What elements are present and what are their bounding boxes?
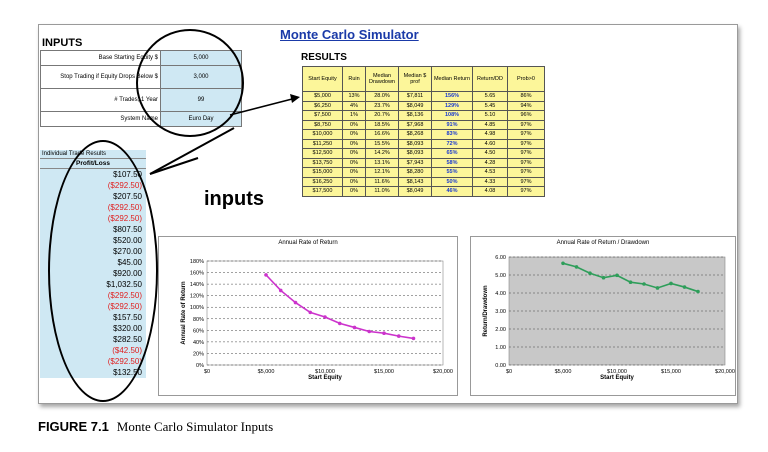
data-point — [561, 261, 565, 266]
results-col-header: Ruin — [342, 66, 366, 92]
data-point — [411, 336, 416, 341]
data-point — [669, 281, 673, 286]
x-tick-label: $5,000 — [555, 369, 572, 375]
input-label-system: System Name — [40, 111, 161, 127]
data-point — [382, 331, 386, 336]
y-tick-label: 60% — [193, 328, 204, 334]
x-tick-label: $10,000 — [607, 369, 627, 375]
y-tick-label: 120% — [190, 294, 204, 300]
caption-label: FIGURE 7.1 — [38, 419, 109, 434]
results-row: $11,250 0% 15.5% $8,093 72% 4.60 97% — [302, 138, 545, 149]
x-tick-label: $15,000 — [661, 369, 681, 375]
annotation-label: inputs — [204, 188, 264, 210]
data-point — [615, 273, 619, 278]
annotation-arrowhead — [290, 94, 300, 103]
data-point — [682, 285, 687, 289]
ret-dd-chart: 0.00 1.00 2.00 3.00 4.00 5.00 6.00 $0 $5,000 $10,… — [483, 255, 735, 381]
y-tick-label: 0.00 — [495, 363, 506, 369]
data-point — [293, 300, 298, 305]
y-tick-label: 80% — [193, 317, 204, 323]
data-point — [352, 325, 357, 330]
annotation-arrow-line — [229, 97, 297, 116]
y-tick-label: 2.00 — [495, 327, 506, 333]
y-tick-label: 1.00 — [495, 345, 506, 351]
y-tick-label: 0% — [196, 363, 204, 369]
data-point — [588, 271, 592, 275]
annotation-circle-inputs — [136, 29, 244, 137]
y-tick-label: 5.00 — [495, 273, 506, 279]
results-col-header: Return/DD — [472, 66, 508, 92]
results-row: $5,000 13% 28.0% $7,811 156% 5.65 86% — [302, 91, 545, 102]
figure-caption: FIGURE 7.1 Monte Carlo Simulator Inputs — [38, 419, 273, 435]
y-tick-label: 40% — [193, 340, 204, 346]
data-point — [308, 310, 313, 315]
y-tick-label: 3.00 — [495, 309, 506, 315]
data-point — [628, 280, 633, 284]
data-point — [264, 273, 268, 277]
y-tick-label: 140% — [190, 282, 204, 288]
data-point — [601, 275, 606, 280]
annotation-ellipse-trades — [48, 140, 158, 402]
caption-text: Monte Carlo Simulator Inputs — [116, 419, 274, 434]
data-point — [655, 286, 660, 290]
annotation-pointer-line — [149, 127, 235, 175]
y-axis-label: Annual Rate of Return — [181, 281, 187, 345]
data-point — [696, 289, 700, 294]
y-tick-label: 6.00 — [495, 255, 506, 261]
return-chart-panel: Annual Rate of Return 0% 20% 40% 60% 80% 100%… — [158, 236, 458, 396]
x-tick-label: $5,000 — [258, 369, 275, 375]
y-tick-label: 160% — [190, 271, 204, 277]
y-tick-label: 180% — [190, 259, 204, 265]
input-label-trades: # Trades, 1 Year — [40, 88, 161, 112]
y-tick-label: 4.00 — [495, 291, 506, 297]
y-tick-label: 20% — [193, 351, 204, 357]
results-header: RESULTS — [301, 52, 347, 63]
ret-dd-chart-panel: Annual Rate of Return / Drawdown 0.00 1.0… — [470, 236, 736, 396]
inputs-header: INPUTS — [42, 37, 83, 49]
y-tick-label: 100% — [190, 305, 204, 311]
annotation-pointer-line-2 — [149, 157, 199, 175]
results-col-header: Prob>0 — [507, 66, 545, 92]
data-point — [642, 282, 646, 286]
results-col-header: Median Return — [431, 66, 473, 92]
results-row: $15,000 0% 12.1% $8,280 55% 4.53 97% — [302, 167, 545, 178]
data-point — [323, 315, 327, 319]
chart-title-retdd: Annual Rate of Return / Drawdown — [556, 240, 650, 246]
results-col-header: Start Equity — [302, 66, 343, 92]
x-tick-label: $20,000 — [433, 369, 453, 375]
return-chart: 0% 20% 40% 60% 80% 100% 120% 140% 160% 180% $0 $5,0… — [181, 259, 453, 381]
results-row: $17,500 0% 11.0% $8,049 46% 4.08 97% — [302, 186, 545, 197]
x-tick-label: $15,000 — [374, 369, 394, 375]
data-point — [396, 334, 401, 338]
x-axis-label: Start Equity — [308, 375, 342, 381]
results-table: Start Equity Ruin Median Drawdown Median $ … — [302, 66, 545, 197]
data-point — [367, 329, 372, 334]
chart-title-return: Annual Rate of Return — [278, 240, 338, 246]
data-point — [337, 321, 342, 326]
results-cell: 97% — [507, 186, 545, 197]
x-tick-label: $0 — [506, 369, 512, 375]
plot-area — [206, 260, 444, 366]
page-title: Monte Carlo Simulator — [280, 27, 419, 42]
results-row: $13,750 0% 13.1% $7,943 58% 4.28 97% — [302, 157, 545, 168]
x-tick-label: $0 — [204, 369, 210, 375]
x-tick-label: $10,000 — [315, 369, 335, 375]
y-axis-label: Return/Drawdown — [483, 285, 489, 337]
data-point — [278, 288, 283, 293]
x-axis-label: Start Equity — [600, 375, 634, 381]
x-tick-label: $20,000 — [715, 369, 735, 375]
data-point — [574, 265, 579, 269]
